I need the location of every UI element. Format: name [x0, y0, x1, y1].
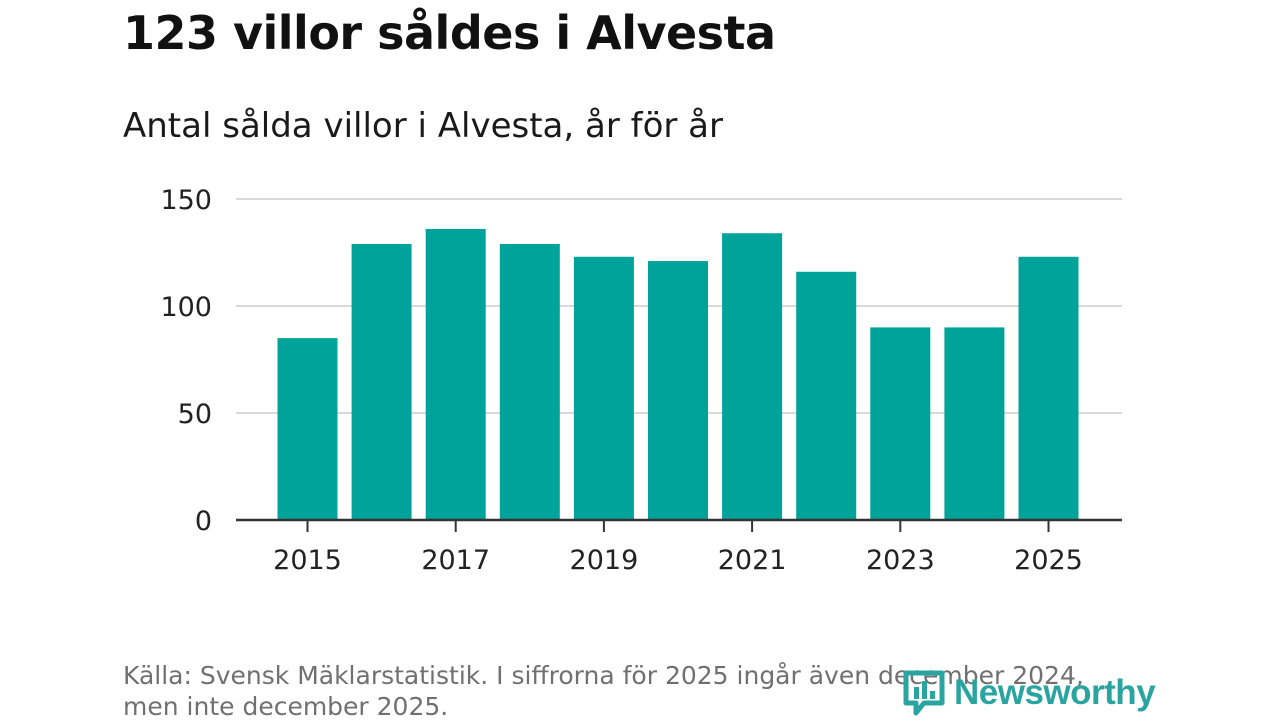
bar-2023 — [870, 327, 931, 520]
chart-subtitle: Antal sålda villor i Alvesta, år för år — [123, 106, 723, 146]
newsworthy-logo-icon — [903, 670, 945, 716]
x-tick-label-2023: 2023 — [866, 545, 935, 576]
x-tick-label-2017: 2017 — [421, 545, 490, 576]
y-tick-label-150: 150 — [160, 185, 212, 216]
x-tick-label-2025: 2025 — [1014, 545, 1083, 576]
bar-2022 — [796, 271, 857, 520]
bar-2020 — [648, 261, 708, 520]
source-line-2: men inte december 2025. — [123, 692, 449, 721]
bar-2018 — [499, 243, 560, 520]
chart-title: 123 villor såldes i Alvesta — [123, 6, 776, 60]
y-tick-label-100: 100 — [160, 292, 212, 323]
bar-2017 — [425, 228, 486, 520]
bar-2025 — [1018, 256, 1079, 520]
y-tick-label-50: 50 — [178, 399, 212, 430]
x-tick-label-2015: 2015 — [273, 545, 342, 576]
bar-2016 — [351, 243, 412, 520]
axes: 0 50 100 150 2015 2017 2019 2021 2023 2025 — [160, 185, 1122, 576]
bars — [277, 228, 1079, 521]
bar-2021 — [722, 233, 783, 521]
bar-chart: 0 50 100 150 2015 2017 2019 2021 2023 2025 — [160, 185, 1122, 576]
bar-2024 — [944, 327, 1005, 520]
bar-2019 — [573, 256, 634, 520]
brand-name: Newsworthy — [954, 673, 1156, 712]
x-tick-label-2021: 2021 — [718, 545, 787, 576]
bar-2015 — [277, 338, 338, 520]
newsworthy-logo: Newsworthy — [902, 668, 1156, 718]
y-tick-label-0: 0 — [195, 506, 212, 537]
x-tick-label-2019: 2019 — [570, 545, 639, 576]
